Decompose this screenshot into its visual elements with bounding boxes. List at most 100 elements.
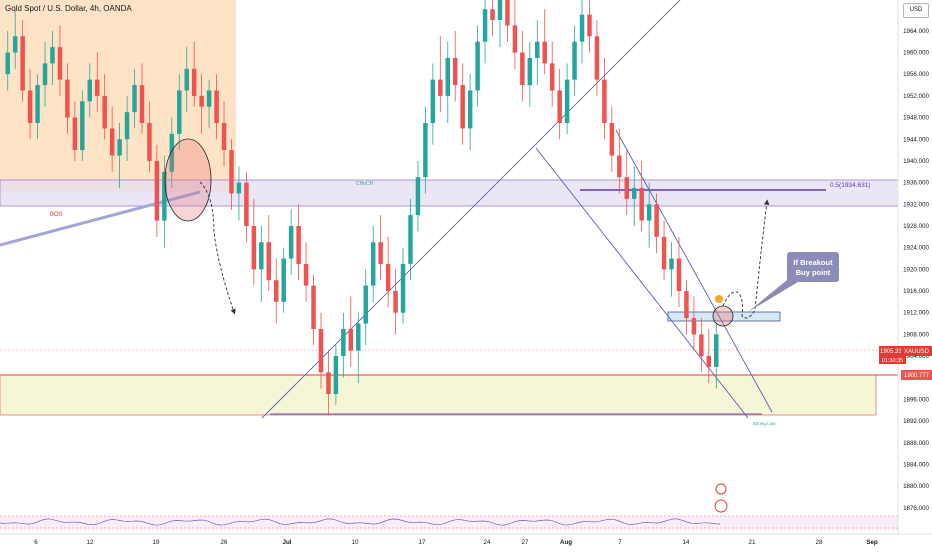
candle-body (94, 79, 100, 96)
y-tick-label: 1940.000 (903, 158, 929, 165)
x-tick-label: 26 (221, 539, 228, 546)
x-tick-label: 6 (34, 539, 38, 546)
y-tick-label: 1888.000 (903, 440, 929, 447)
fib-label: 0.5(1934.631) (830, 182, 870, 189)
candle-body (184, 68, 189, 91)
candle-body (102, 95, 107, 129)
y-tick-label: 1960.000 (903, 50, 929, 57)
weak-trendline (0, 190, 201, 247)
y-tick-label: 1948.000 (903, 115, 929, 122)
candle-body (639, 188, 644, 221)
candle-body (617, 155, 622, 178)
candle-body (35, 85, 40, 123)
y-tick-label: 1884.000 (903, 461, 929, 468)
x-tick-label: 12 (87, 539, 94, 546)
candle-body (609, 123, 615, 156)
x-tick-label: 7 (618, 539, 622, 546)
candle-body (691, 318, 697, 335)
y-tick-label: 1936.000 (903, 180, 929, 187)
y-tick-label: 1904.000 (903, 353, 929, 360)
level-tag (901, 370, 932, 380)
candle-body (251, 225, 257, 270)
candle-body (475, 41, 480, 91)
callout-text: Buy point (796, 268, 831, 277)
breakout-circle (712, 305, 734, 327)
candle-body (542, 41, 547, 64)
candle-body (370, 242, 376, 286)
candle-body (684, 291, 689, 319)
price-tag (879, 346, 906, 356)
candle-body (654, 204, 659, 237)
candle-body (326, 372, 331, 394)
candle-body (72, 117, 78, 151)
candle-body (564, 79, 570, 123)
candle-body (363, 285, 368, 324)
x-tick-label: 19 (153, 539, 160, 546)
y-tick-label: 1964.000 (903, 28, 929, 35)
candle-body (356, 323, 361, 351)
candle-body (512, 25, 518, 53)
callout-text: If Breakout (793, 258, 833, 267)
candle-body (281, 258, 286, 302)
bos-label: BOS (50, 212, 63, 218)
candle-body (348, 328, 354, 351)
callout-box (787, 252, 839, 282)
candle-body (42, 63, 48, 86)
candle-body (109, 128, 115, 156)
candle-body (341, 328, 346, 357)
y-tick-label: 1916.000 (903, 288, 929, 295)
candle-body (303, 263, 309, 286)
candle-body (520, 52, 525, 86)
candle-body (333, 356, 339, 394)
candle-body (378, 242, 383, 264)
bos-ellipse (164, 138, 212, 222)
x-tick-label: Sep (866, 539, 878, 546)
choch-label: CHoCH (356, 181, 374, 187)
x-tick-label: 10 (352, 539, 359, 546)
y-tick-label: 1880.000 (903, 483, 929, 490)
candle-body (318, 328, 324, 373)
indicator-line (0, 518, 721, 526)
candle-body (579, 14, 585, 42)
currency-button[interactable]: USD (903, 3, 929, 18)
candle-body (646, 204, 652, 221)
candle-body (460, 85, 465, 129)
candle-body (214, 90, 219, 123)
projection-down (199, 181, 236, 315)
candle-body (557, 90, 562, 123)
candle-body (706, 356, 712, 367)
candle-body (423, 123, 428, 178)
purple-zone (0, 179, 899, 207)
candle-body (50, 47, 55, 64)
y-tick-label: 1956.000 (903, 71, 929, 78)
callout-pointer (748, 276, 798, 312)
y-tick-label: 1952.000 (903, 93, 929, 100)
x-tick-label: Jul (283, 539, 292, 546)
candle-body (199, 95, 204, 107)
y-tick-label: 1896.000 (903, 396, 929, 403)
x-tick-label: 14 (683, 539, 690, 546)
candle-body (221, 123, 227, 151)
x-tick-label: 24 (484, 539, 491, 546)
y-tick-label: 1928.000 (903, 223, 929, 230)
candle-body (266, 242, 272, 281)
candle-body (400, 263, 406, 313)
y-tick-label: 1920.000 (903, 266, 929, 273)
demand-zone (0, 374, 877, 416)
candle-body (482, 9, 488, 42)
x-tick-label: 21 (749, 539, 756, 546)
y-tick-label: 1924.000 (903, 245, 929, 252)
candle-body (631, 188, 637, 199)
x-tick-label: 27 (522, 539, 529, 546)
y-tick-label: 1944.000 (903, 136, 929, 143)
candle-body (587, 14, 592, 37)
candle-body (236, 182, 242, 194)
candle-body (445, 57, 451, 96)
candle-body (527, 57, 533, 86)
price-axis-text: XAUUSD (904, 349, 930, 355)
earnings-icon (715, 483, 727, 495)
candle-body (676, 258, 682, 292)
candle-body (415, 177, 421, 216)
